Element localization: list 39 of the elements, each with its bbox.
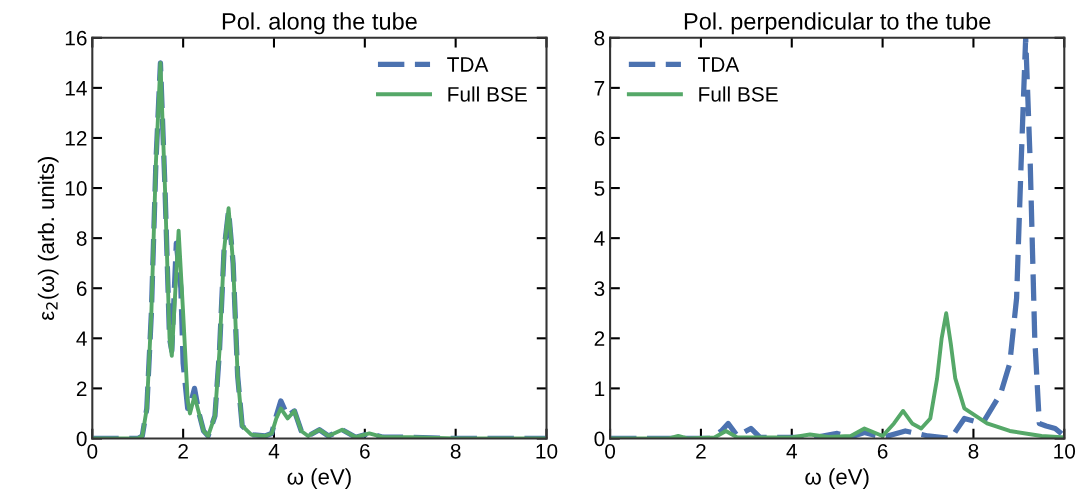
y-tick-label: 4 xyxy=(76,331,87,346)
x-tick-label: 2 xyxy=(696,443,706,459)
x-axis-title: ω (eV) xyxy=(805,468,869,490)
y-tick-label: 0 xyxy=(594,431,605,447)
y-tick-label: 3 xyxy=(594,281,605,296)
x-tick-label: 2 xyxy=(178,443,188,459)
x-tick-label: 10 xyxy=(536,443,558,459)
y-tick-label: 6 xyxy=(76,281,87,296)
legend-label: Full BSE xyxy=(699,86,778,102)
legend-label: Full BSE xyxy=(448,86,527,102)
y-tick-label: 2 xyxy=(76,381,87,396)
y-tick-label: 6 xyxy=(594,130,605,146)
x-tick-label: 8 xyxy=(450,443,461,459)
y-tick-label: 1 xyxy=(595,381,605,396)
y-tick-label: 7 xyxy=(594,81,605,96)
y-tick-label: 10 xyxy=(65,181,87,196)
x-tick-label: 6 xyxy=(360,443,370,459)
y-tick-label: 8 xyxy=(76,231,87,246)
legend-label: TDA xyxy=(447,57,489,72)
x-tick-label: 4 xyxy=(786,444,797,459)
y-tick-label: 16 xyxy=(65,30,87,46)
x-tick-label: 0 xyxy=(87,443,98,459)
chart-title: Pol. perpendicular to the tube xyxy=(684,12,991,35)
y-tick-label: 8 xyxy=(594,30,605,46)
y-axis-title: ε$_{2}$(ω) (arb. units) xyxy=(37,157,59,321)
x-tick-label: 6 xyxy=(877,443,888,459)
y-tick-label: 5 xyxy=(594,181,605,196)
legend-label: TDA xyxy=(698,57,740,72)
chart-title: Pol. along the tube xyxy=(222,12,417,35)
x-tick-label: 8 xyxy=(968,443,979,459)
x-axis-title: ω (eV) xyxy=(287,468,351,490)
x-tick-label: 4 xyxy=(268,444,280,459)
x-tick-label: 0 xyxy=(605,443,616,459)
y-tick-label: 2 xyxy=(594,331,605,346)
y-tick-label: 12 xyxy=(65,130,87,146)
y-tick-label: 4 xyxy=(594,231,605,246)
x-tick-label: 10 xyxy=(1054,443,1076,459)
y-tick-label: 14 xyxy=(65,81,87,96)
y-tick-label: 0 xyxy=(76,431,87,447)
